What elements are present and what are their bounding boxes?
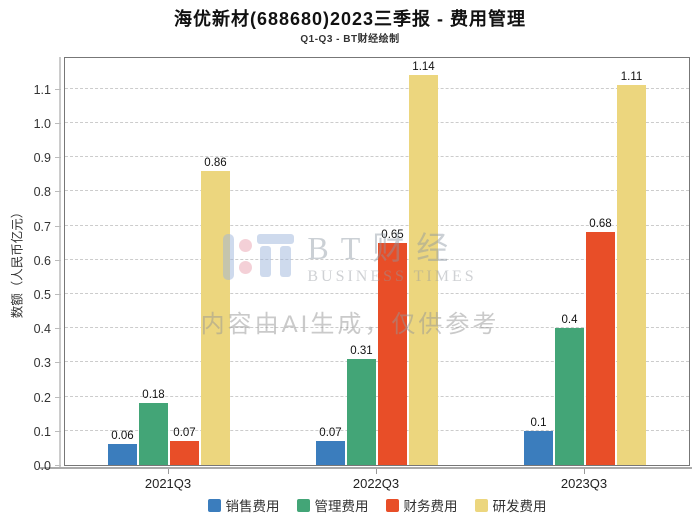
x-axis: 2021Q3 2022Q3 2023Q3 <box>64 466 690 508</box>
legend-swatch <box>296 498 310 512</box>
bar <box>378 242 407 465</box>
y-tick-mark <box>55 465 61 466</box>
chart-title: 海优新材(688680)2023三季报 - 费用管理 <box>173 9 527 29</box>
bar-value-label: 0.06 <box>111 430 134 443</box>
y-tick-mark <box>55 157 61 159</box>
x-axis-line <box>40 467 692 469</box>
x-tick-mark <box>376 469 377 474</box>
gridline <box>65 121 689 123</box>
bar <box>524 430 553 465</box>
bar <box>555 328 584 465</box>
gridline <box>65 190 689 192</box>
bar-value-label: 0.86 <box>204 156 227 169</box>
bar-value-label: 0.1 <box>530 416 547 429</box>
bar <box>347 358 376 465</box>
y-tick-label: 0.6 <box>33 253 51 268</box>
legend-label: 财务费用 <box>403 499 458 514</box>
bar-value-label: 0.07 <box>319 427 342 440</box>
y-tick-label: 0.4 <box>33 322 51 337</box>
bar <box>409 75 438 465</box>
bar-value-label: 0.07 <box>173 427 196 440</box>
legend-item: 研发费用 <box>474 495 547 515</box>
y-tick-label: 0.7 <box>33 219 51 234</box>
gridline <box>65 258 689 260</box>
gridline <box>65 395 689 397</box>
y-tick-mark <box>55 88 61 90</box>
bar <box>586 232 615 465</box>
y-tick-mark <box>55 430 61 432</box>
gridline <box>65 293 689 294</box>
y-tick-mark <box>55 191 61 193</box>
gridline <box>65 327 689 329</box>
legend-item: 管理费用 <box>296 495 369 515</box>
legend-swatch <box>474 498 488 512</box>
y-tick-mark <box>55 362 61 364</box>
legend-swatch <box>385 498 399 512</box>
chart-subtitle: Q1-Q3 - BT财经绘制 <box>300 34 400 45</box>
bar <box>316 441 345 465</box>
y-tick-label: 1.1 <box>33 82 51 97</box>
legend-item: 财务费用 <box>385 495 458 515</box>
bar-value-label: 0.18 <box>142 389 165 402</box>
legend-label: 销售费用 <box>225 499 280 514</box>
x-tick-mark <box>584 469 585 474</box>
y-tick-mark <box>55 396 61 398</box>
bar-value-label: 1.11 <box>620 71 643 84</box>
y-tick-mark <box>55 259 61 261</box>
legend-label: 研发费用 <box>492 499 547 514</box>
y-tick-label: 0.5 <box>33 288 51 302</box>
y-tick-label: 0.9 <box>33 151 51 166</box>
y-tick-label: 0.2 <box>33 390 51 405</box>
gridline <box>65 87 689 89</box>
bar-value-label: 0.68 <box>589 218 612 231</box>
y-tick-label: 0.1 <box>33 424 51 439</box>
y-tick-label: 1.0 <box>33 116 51 131</box>
bar <box>139 403 168 465</box>
y-tick-mark <box>55 225 61 227</box>
x-tick-label: 2021Q3 <box>144 476 192 491</box>
bar <box>201 170 230 465</box>
legend-swatch <box>207 498 221 512</box>
legend: 销售费用 管理费用 财务费用 研发费用 <box>64 495 690 515</box>
bar <box>617 85 646 465</box>
gridline <box>65 429 689 431</box>
gridline <box>65 224 689 226</box>
y-tick-mark <box>55 122 61 124</box>
gridline <box>65 156 689 158</box>
y-tick-mark <box>55 294 61 295</box>
y-axis-line <box>59 57 61 468</box>
bar <box>170 441 199 465</box>
bar-value-label: 0.31 <box>350 344 373 357</box>
x-tick-label: 2023Q3 <box>560 476 608 491</box>
bar <box>108 444 137 465</box>
bar-value-label: 1.14 <box>412 61 435 74</box>
bar-value-label: 0.4 <box>561 314 578 327</box>
y-axis: 0.0 0.1 0.2 0.3 0.4 0.5 0.6 0.7 0.8 0.9 1.0 1.1 <box>0 57 64 473</box>
bar-value-label: 0.65 <box>381 228 404 241</box>
legend-label: 管理费用 <box>314 499 369 514</box>
x-tick-mark <box>168 469 169 474</box>
y-tick-label: 0.8 <box>33 185 51 200</box>
legend-item: 销售费用 <box>207 495 280 515</box>
x-tick-label: 2022Q3 <box>352 476 400 491</box>
gridline <box>65 361 689 363</box>
y-tick-mark <box>55 328 61 330</box>
y-tick-label: 0.0 <box>33 459 51 473</box>
plot-area: 0.06 0.18 0.07 0.86 0.07 0.31 0.65 1.14 0.1 0.4 0.… <box>64 57 690 466</box>
y-tick-label: 0.3 <box>33 356 51 371</box>
